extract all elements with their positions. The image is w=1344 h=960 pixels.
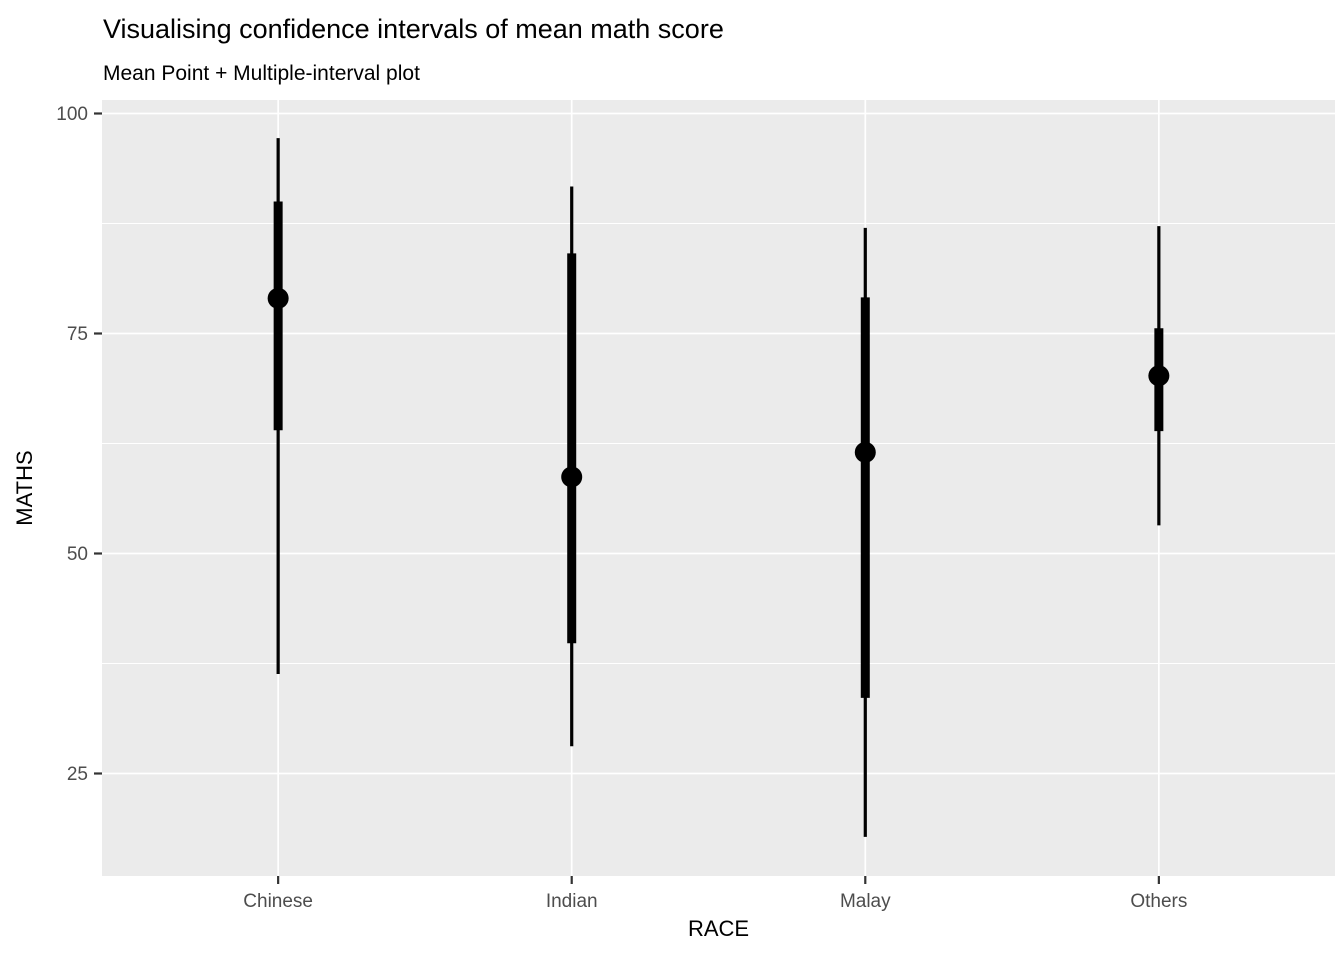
x-axis-title: RACE	[688, 916, 749, 941]
chart-subtitle: Mean Point + Multiple-interval plot	[103, 62, 420, 85]
x-tick-label-indian: Indian	[546, 891, 598, 912]
mean-point-malay	[854, 441, 876, 463]
y-tick-label: 75	[67, 324, 88, 345]
x-tick-label-chinese: Chinese	[243, 891, 313, 912]
y-tick-label: 25	[67, 764, 88, 785]
x-tick-label-others: Others	[1130, 891, 1187, 912]
mean-point-others	[1148, 365, 1170, 387]
x-tick-label-malay: Malay	[840, 891, 891, 912]
y-tick-label: 100	[56, 104, 88, 125]
plot-panel	[102, 100, 1335, 876]
mean-point-chinese	[267, 287, 289, 309]
y-tick-label: 50	[67, 544, 88, 565]
chart-title: Visualising confidence intervals of mean…	[103, 14, 724, 44]
mean-point-indian	[561, 466, 583, 488]
y-axis-title: MATHS	[12, 450, 37, 525]
